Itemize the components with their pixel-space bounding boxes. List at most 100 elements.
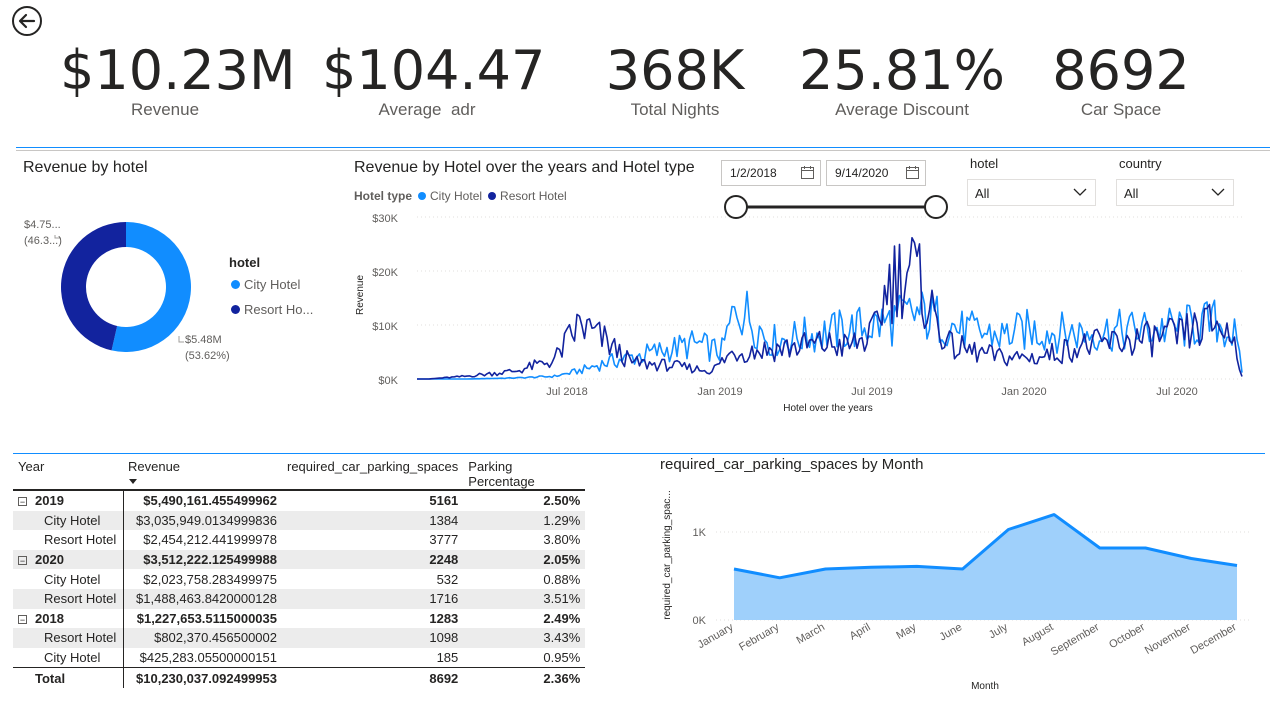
- column-header-parking-spaces[interactable]: required_car_parking_spaces: [287, 459, 459, 474]
- end-date-value: 9/14/2020: [835, 166, 889, 180]
- legend-dot-icon: [231, 280, 240, 289]
- spaces-cell: 1098: [282, 628, 464, 648]
- kpi-value: $10.23M: [60, 39, 296, 102]
- revenue-cell: $1,488,463.8420000128: [122, 588, 282, 609]
- revenue-cell: $1,227,653.5115000035: [122, 608, 282, 629]
- legend-dot-icon: [418, 192, 427, 200]
- slider-end-handle[interactable]: [924, 195, 948, 219]
- spaces-cell: 185: [436, 650, 459, 666]
- legend-label: Resort Ho...: [244, 302, 314, 317]
- x-tick-label: February: [737, 621, 782, 654]
- table-row[interactable]: City Hotel $2,023,758.283499975 532 0.88…: [13, 569, 585, 589]
- column-header-revenue[interactable]: Revenue: [123, 459, 282, 490]
- kpi-label: Average adr: [378, 100, 476, 119]
- revenue-cell: $5,490,161.455499962: [122, 490, 282, 511]
- back-arrow-icon: [12, 6, 42, 36]
- kpi-label: Total Nights: [630, 100, 720, 119]
- country-slicer-value: All: [1124, 186, 1139, 201]
- legend-item-resort-hotel[interactable]: Resort Ho...: [231, 302, 313, 317]
- kpi-value: $104.47: [322, 39, 546, 102]
- x-tick-label: December: [1189, 621, 1239, 657]
- country-slicer-dropdown[interactable]: All: [1116, 179, 1234, 206]
- donut-slice-resort-hotel[interactable]: [61, 222, 126, 351]
- table-row[interactable]: City Hotel $3,035,949.0134999836 1384 1.…: [13, 510, 586, 531]
- kpi-nights-card: 368K Total Nights: [575, 40, 775, 120]
- y-axis-title: required_car_parking_spac...: [662, 490, 673, 620]
- chevron-down-icon: [1211, 188, 1225, 196]
- leader-line: [54, 235, 61, 239]
- table-header-row: Year Revenue required_car_parking_spaces…: [13, 459, 586, 490]
- kpi-car-space-card: 8692 Car Space: [1030, 40, 1212, 120]
- legend-item-city-hotel[interactable]: City Hotel: [231, 277, 300, 292]
- back-button[interactable]: [11, 5, 43, 37]
- legend-item-resort-hotel[interactable]: Resort Hotel: [488, 189, 567, 203]
- line-chart-legend: Hotel type City Hotel Resort Hotel: [354, 189, 567, 203]
- revenue-cell: $425,283.05500000151: [122, 647, 282, 668]
- row-label-cell: −2018: [13, 609, 123, 629]
- table-row[interactable]: −2019 $5,490,161.455499962 5161 2.50%: [13, 490, 585, 511]
- table-row[interactable]: Resort Hotel $802,370.456500002 1098 3.4…: [13, 628, 586, 648]
- spaces-cell: 1283: [429, 610, 459, 626]
- donut-chart[interactable]: $4.75... (46.3...) $5.48M (53.62%): [15, 205, 335, 375]
- table-total-row[interactable]: Total $10,230,037.092499953 8692 2.36%: [13, 667, 586, 688]
- collapse-icon[interactable]: −: [18, 614, 27, 625]
- spaces-cell: 8692: [282, 667, 464, 688]
- parking-area-chart[interactable]: 1K 0K required_car_parking_spac... Month…: [650, 475, 1260, 715]
- donut-legend-title: hotel: [229, 255, 261, 270]
- table-row[interactable]: −2018 $1,227,653.5115000035 1283 2.49%: [13, 608, 585, 629]
- line-series-city-hotel[interactable]: [417, 290, 1243, 380]
- slider-start-handle[interactable]: [724, 195, 748, 219]
- y-tick-label: $0K: [378, 375, 398, 387]
- chevron-down-icon: [1073, 188, 1087, 196]
- donut-label-city-pct: (53.62%): [185, 350, 230, 362]
- sort-descending-icon: [129, 479, 137, 484]
- revenue-line-chart[interactable]: $30K $20K $10K $0K Jul 2018 Jan 2019 Jul…: [350, 205, 1260, 420]
- spaces-cell: 532: [436, 571, 459, 587]
- row-label-cell: −2020: [13, 549, 123, 570]
- percentage-cell: 2.36%: [463, 667, 586, 688]
- date-range-slider[interactable]: [720, 192, 952, 222]
- donut-slice-city-hotel[interactable]: [111, 222, 191, 352]
- y-tick-label: $20K: [372, 267, 398, 279]
- revenue-cell: $3,512,222.125499988: [122, 549, 282, 570]
- donut-chart-title: Revenue by hotel: [23, 159, 148, 176]
- collapse-icon[interactable]: −: [18, 497, 27, 508]
- calendar-icon[interactable]: [801, 166, 814, 179]
- row-label-cell: Resort Hotel: [13, 628, 123, 648]
- row-label: 2020: [35, 552, 64, 568]
- table-row[interactable]: Resort Hotel $1,488,463.8420000128 1716 …: [13, 588, 586, 609]
- country-slicer-label: country: [1119, 156, 1162, 171]
- kpi-revenue-card: $10.23M Revenue: [60, 39, 296, 120]
- table-row[interactable]: Resort Hotel $2,454,212.441999978 3777 3…: [13, 530, 585, 550]
- x-tick-label: March: [794, 621, 826, 647]
- table-row[interactable]: −2020 $3,512,222.125499988 2248 2.05%: [13, 549, 586, 570]
- row-label-cell: Total: [13, 667, 123, 688]
- donut-label-city-value: $5.48M: [185, 334, 222, 346]
- kpi-label: Average Discount: [835, 100, 969, 119]
- x-tick-label: July: [987, 621, 1010, 641]
- row-label-cell: City Hotel: [44, 571, 101, 587]
- y-tick-label: 0K: [693, 615, 707, 627]
- kpi-discount-card: 25.81% Average Discount: [797, 40, 1007, 120]
- revenue-cell: $2,023,758.283499975: [122, 569, 282, 589]
- legend-item-city-hotel[interactable]: City Hotel: [418, 189, 482, 203]
- row-label: 2018: [35, 610, 64, 626]
- column-header-year[interactable]: Year: [18, 459, 45, 474]
- table-row[interactable]: City Hotel $425,283.05500000151 185 0.95…: [13, 647, 585, 668]
- x-tick-label: October: [1107, 621, 1147, 651]
- calendar-icon[interactable]: [906, 166, 919, 179]
- kpi-value: 368K: [605, 39, 745, 102]
- line-series-resort-hotel[interactable]: [417, 237, 1243, 380]
- legend-label: Resort Hotel: [500, 189, 567, 203]
- collapse-icon[interactable]: −: [18, 556, 27, 567]
- end-date-input[interactable]: 9/14/2020: [826, 160, 926, 186]
- area-series-line[interactable]: [733, 513, 1238, 580]
- donut-label-resort-value: $4.75...: [24, 219, 61, 231]
- percentage-cell: 0.95%: [543, 650, 581, 666]
- start-date-input[interactable]: 1/2/2018: [721, 160, 821, 186]
- column-header-parking-percentage[interactable]: Parking Percentage: [468, 459, 535, 489]
- kpi-adr-card: $104.47 Average adr: [322, 39, 546, 120]
- x-tick-label: August: [1020, 621, 1056, 649]
- hotel-slicer-dropdown[interactable]: All: [967, 179, 1096, 206]
- legend-dot-icon: [231, 305, 240, 314]
